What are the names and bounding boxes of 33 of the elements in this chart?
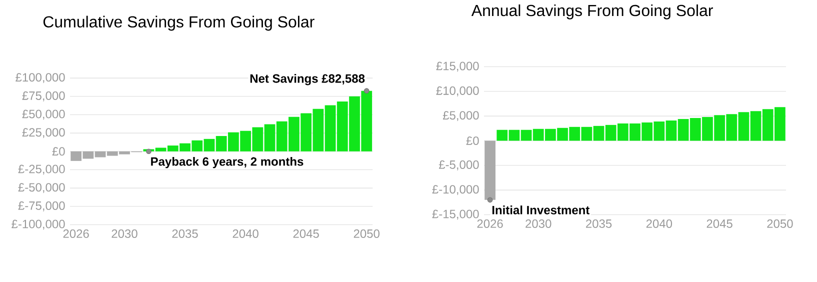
x-tick-label: 2035 — [172, 230, 198, 238]
x-tick-label: 2030 — [112, 230, 138, 238]
annotation: Net Savings £82,588 — [250, 74, 365, 86]
x-tick-label: 2040 — [232, 230, 258, 238]
y-tick-label: £75,000 — [22, 92, 65, 102]
x-tick-label: 2050 — [767, 220, 793, 228]
x-tick-label: 2026 — [63, 230, 89, 238]
x-tick-label: 2045 — [706, 220, 732, 228]
y-tick-label: £-25,000 — [18, 164, 65, 175]
x-tick-label: 2045 — [293, 230, 319, 238]
y-tick-label: £-10,000 — [432, 185, 479, 196]
y-tick-label: £25,000 — [22, 128, 65, 138]
x-tick-label: 2035 — [586, 220, 612, 228]
x-tick-label: 2040 — [646, 220, 672, 228]
x-tick-label: 2050 — [354, 230, 380, 238]
y-tick-label: £10,000 — [436, 86, 479, 96]
y-tick-label: £0 — [52, 147, 65, 156]
y-tick-label: £-15,000 — [432, 210, 479, 220]
x-tick-label: 2030 — [526, 220, 552, 228]
x-tick-label: 2026 — [477, 220, 503, 228]
chart-title: Annual Savings From Going Solar — [471, 4, 713, 20]
y-tick-label: £-75,000 — [18, 202, 65, 212]
y-tick-label: £-5,000 — [438, 160, 479, 170]
annotation: Initial Investment — [492, 206, 590, 214]
y-tick-label: £-100,000 — [12, 220, 65, 230]
chart-title: Cumulative Savings From Going Solar — [43, 16, 314, 31]
y-tick-label: £15,000 — [436, 62, 479, 72]
annotation: Payback 6 years, 2 months — [151, 157, 304, 168]
y-tick-label: £0 — [466, 136, 479, 146]
y-tick-label: £50,000 — [22, 110, 65, 120]
y-tick-label: £100,000 — [16, 73, 65, 84]
y-tick-label: £-50,000 — [18, 183, 65, 194]
y-tick-label: £5,000 — [442, 111, 479, 122]
